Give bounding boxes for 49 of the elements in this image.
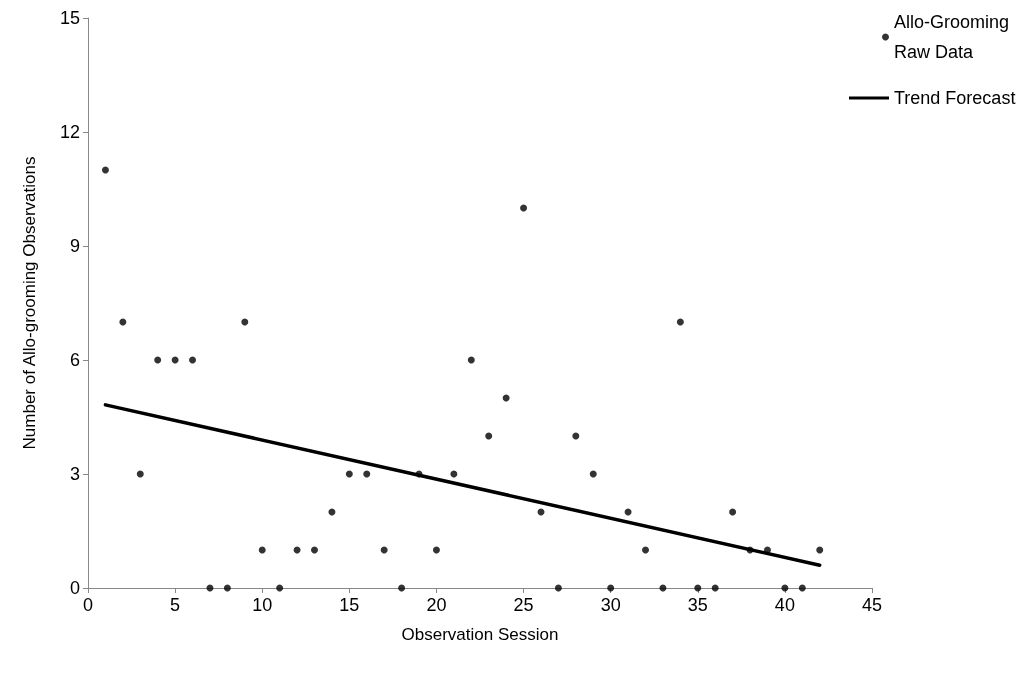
x-axis-title: Observation Session	[401, 625, 559, 644]
point	[380, 546, 388, 554]
x-tick-label: 30	[600, 595, 621, 615]
point	[241, 318, 249, 326]
point	[223, 584, 231, 592]
point	[432, 546, 440, 554]
x-tick-label: 45	[861, 595, 883, 615]
point	[345, 470, 353, 478]
point	[136, 470, 144, 478]
y-tick-label: 3	[69, 464, 80, 484]
point	[154, 356, 162, 364]
point	[694, 584, 702, 592]
point	[554, 584, 562, 592]
y-tick-label: 15	[59, 8, 80, 28]
point	[816, 546, 824, 554]
point	[276, 584, 284, 592]
y-axis-title: Number of Allo-grooming Observations	[20, 156, 39, 450]
point	[763, 546, 771, 554]
y-tick-label: 6	[69, 350, 80, 370]
legend-label: Trend Forecast	[894, 88, 1016, 108]
point	[798, 584, 806, 592]
x-tick-label: 25	[513, 595, 534, 615]
point	[485, 432, 493, 440]
y-tick-label: 0	[69, 578, 80, 598]
point	[398, 584, 406, 592]
point	[642, 546, 650, 554]
y-tick-label: 9	[69, 236, 80, 256]
point	[572, 432, 580, 440]
point	[711, 584, 719, 592]
x-tick-label: 15	[339, 595, 360, 615]
x-tick-label: 0	[82, 595, 94, 615]
point	[363, 470, 371, 478]
legend-label: Allo-Grooming Raw Data	[894, 12, 1015, 62]
point	[520, 204, 528, 212]
point	[729, 508, 737, 516]
point	[467, 356, 475, 364]
point	[258, 546, 266, 554]
x-tick-label: 40	[774, 595, 795, 615]
y-tick-label: 12	[59, 122, 80, 142]
point	[311, 546, 318, 554]
point	[676, 318, 684, 326]
point	[589, 470, 597, 478]
x-tick-label: 35	[687, 595, 708, 615]
x-tick-label: 10	[252, 595, 273, 615]
x-tick-label: 20	[426, 595, 447, 615]
x-tick-label: 5	[170, 595, 181, 615]
point	[101, 166, 109, 174]
point	[607, 584, 615, 592]
point	[189, 356, 197, 364]
